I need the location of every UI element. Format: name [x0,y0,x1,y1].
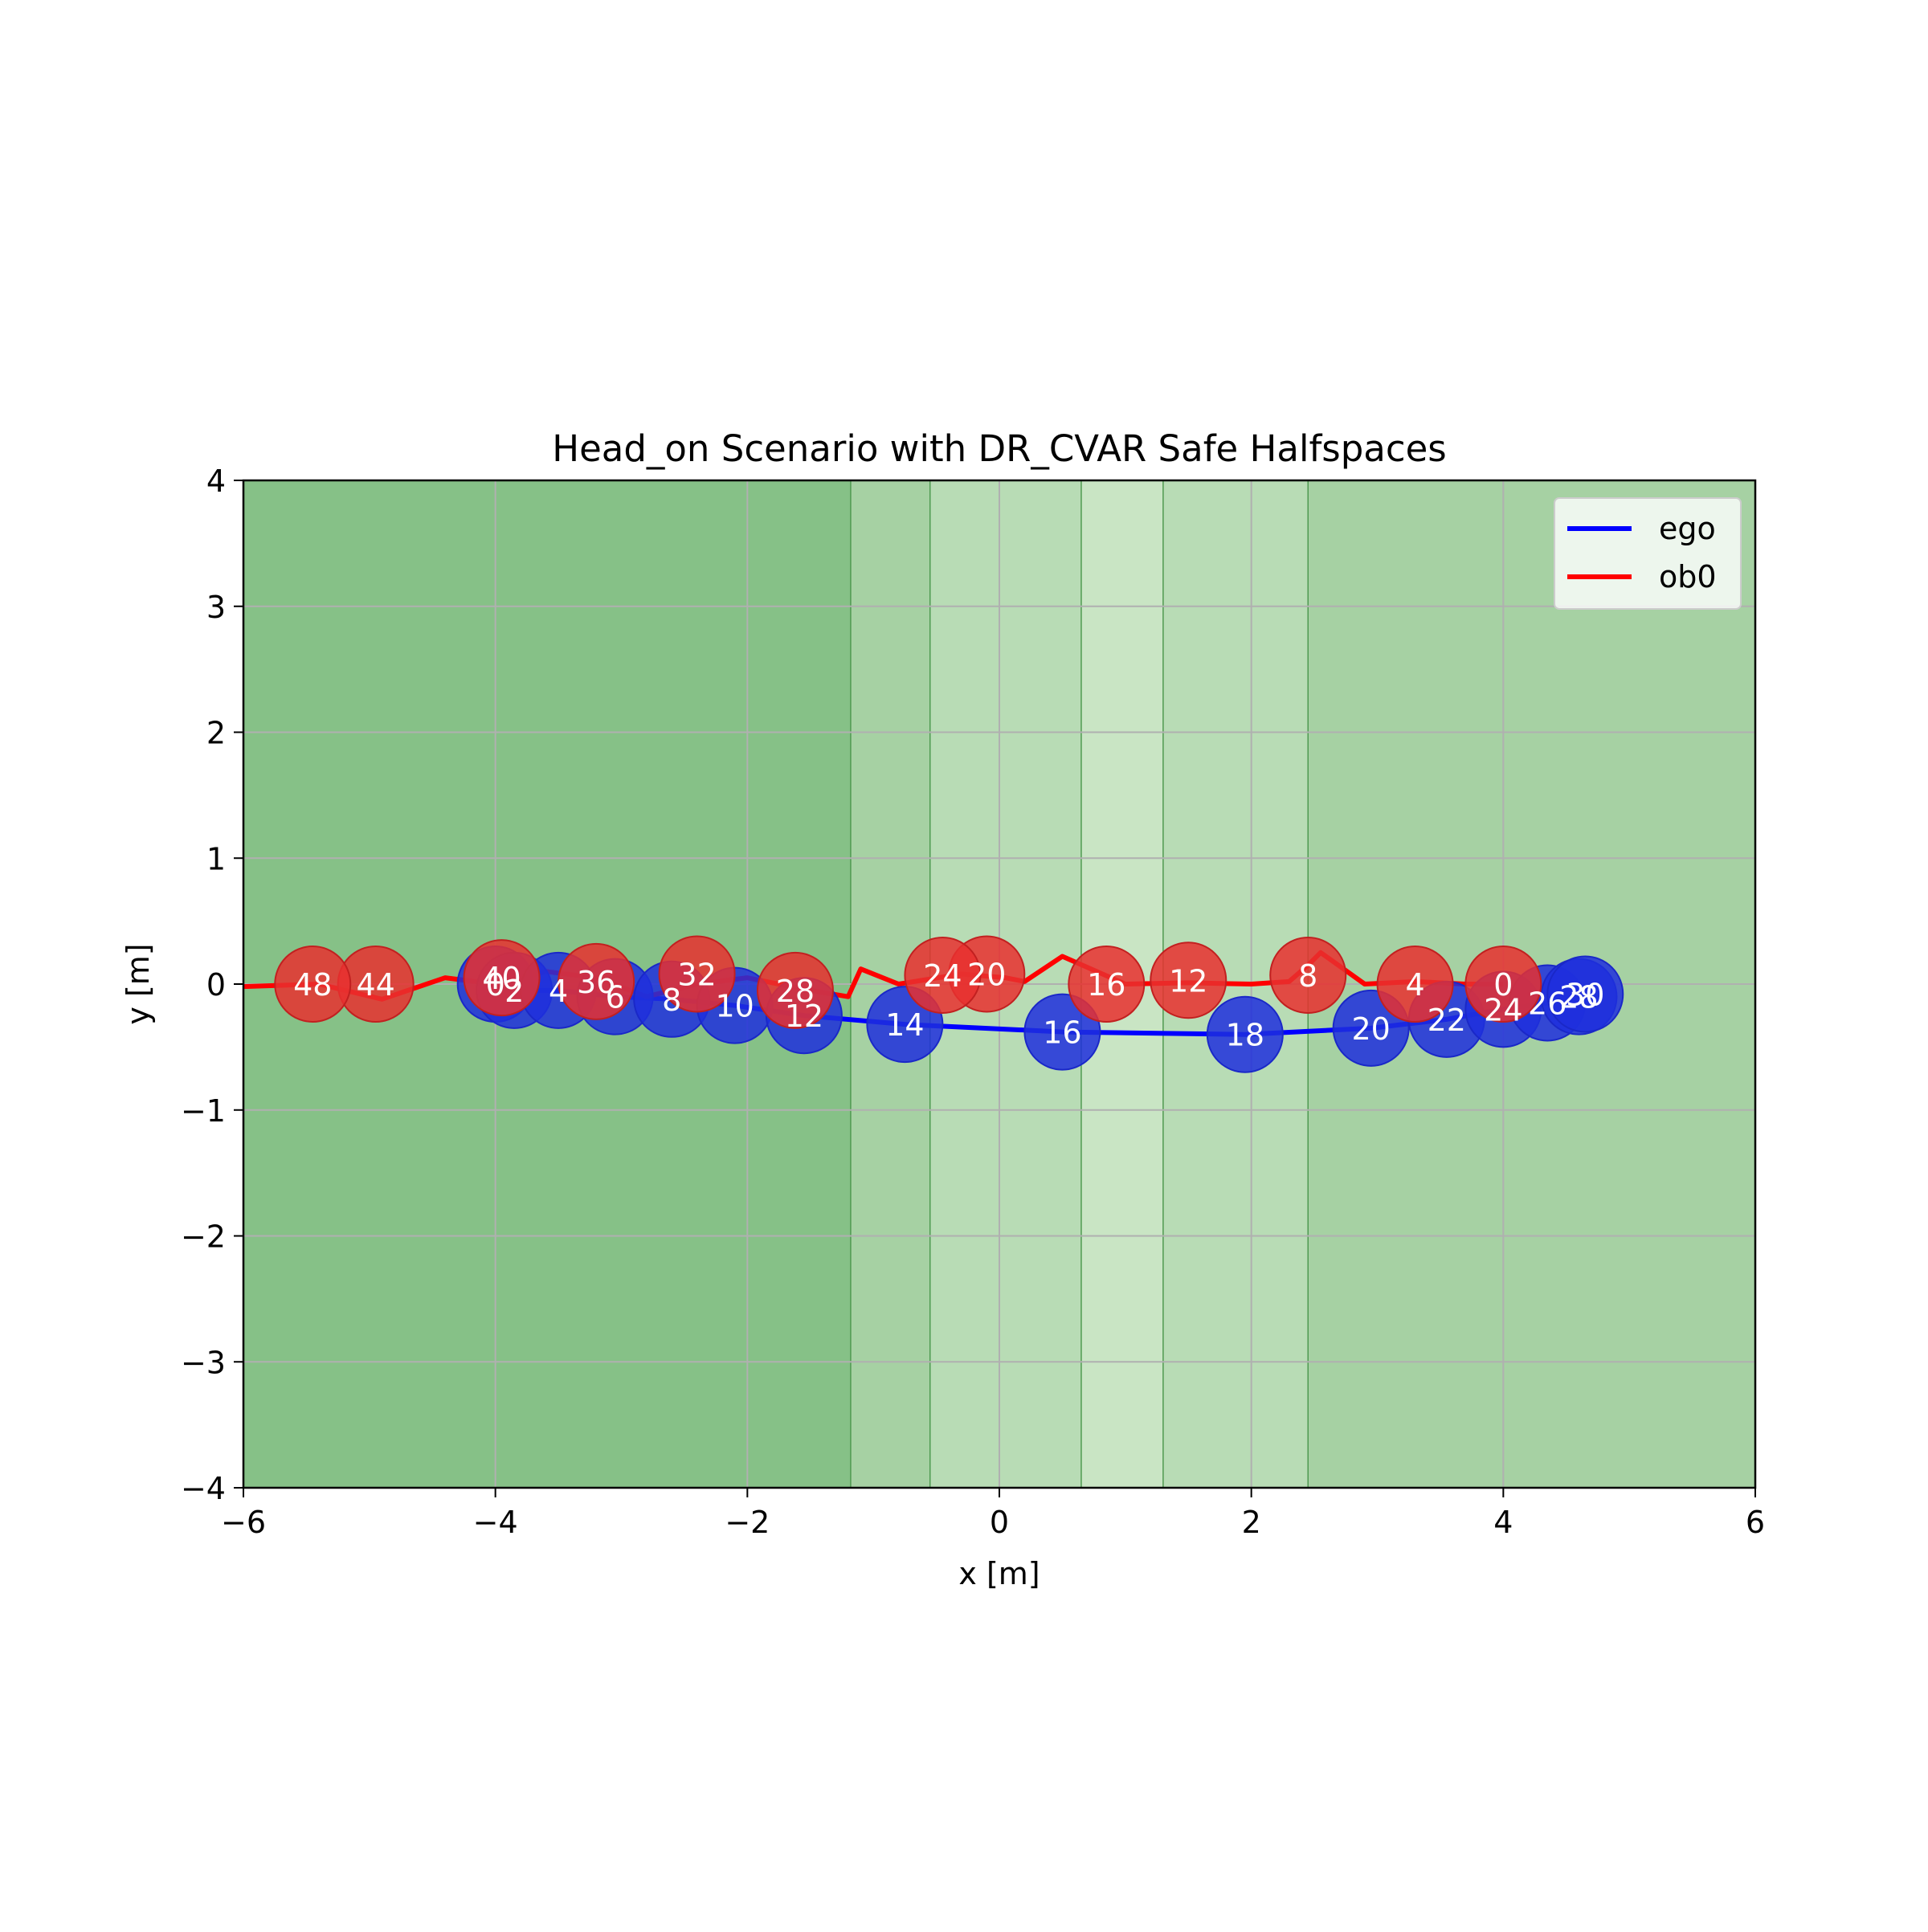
ego-marker-label-14: 28 [1559,980,1598,1015]
legend-label-ob0: ob0 [1659,559,1717,594]
ob0-marker-10 [463,939,541,1017]
x-tick-label-3: 0 [990,1505,1009,1540]
ob0-marker-1 [1376,946,1454,1023]
ego-marker-label-2: 4 [549,974,568,1009]
legend-label-ego: ego [1659,511,1716,546]
ego-marker-label-7: 14 [885,1007,924,1043]
ego-marker-label-0: 0 [486,967,505,1003]
ego-marker-label-3: 6 [606,980,625,1015]
ob0-marker-label-10: 40 [482,961,521,996]
ob0-marker-12 [274,946,352,1023]
ego-marker-label-13: 26 [1528,986,1566,1022]
y-tick-label-2: −2 [181,1219,226,1255]
ob0-marker-label-5: 20 [967,957,1006,992]
ego-marker-label-5: 10 [715,989,754,1024]
ob0-marker-label-8: 32 [677,957,716,992]
ob0-marker-2 [1269,937,1347,1015]
ego-marker-label-10: 20 [1351,1011,1390,1047]
ob0-marker-label-0: 0 [1493,967,1513,1003]
ego-marker-label-12: 24 [1484,992,1522,1027]
x-tick-label-0: −6 [221,1505,266,1540]
ob0-marker-9 [558,942,635,1020]
ego-marker-9 [1206,995,1284,1073]
y-tick-label-4: 0 [206,967,226,1003]
ob0-marker-label-6: 24 [923,958,962,994]
ob0-marker-8 [658,935,736,1013]
ob0-marker-label-12: 48 [293,967,332,1003]
ob0-marker-4 [1068,946,1146,1023]
ego-marker-label-4: 8 [662,982,681,1018]
ob0-marker-7 [756,951,834,1029]
y-tick-label-6: 2 [206,716,226,751]
markers: 0 2 4 6 8 10 12 14 16 18 20 22 24 2628300481216202428… [274,935,1624,1073]
ego-marker-label-8: 16 [1043,1015,1081,1051]
x-tick-label-6: 6 [1746,1505,1765,1540]
y-tick-label-5: 1 [206,841,226,876]
ob0-marker-3 [1150,941,1227,1019]
x-tick-label-2: −2 [725,1505,770,1540]
ob0-marker-label-9: 36 [577,965,615,1000]
y-tick-label-0: −4 [181,1471,226,1506]
y-tick-label-7: 3 [206,590,226,625]
y-tick-label-1: −3 [181,1345,226,1380]
ob0-marker-0 [1464,946,1542,1023]
ego-marker-label-15: 30 [1566,978,1604,1013]
chart-title: Head_on Scenario with DR_CVAR Safe Halfs… [552,427,1447,470]
ob0-marker-6 [904,937,982,1015]
x-axis-label: x [m] [958,1556,1040,1591]
ob0-marker-label-3: 12 [1169,963,1207,999]
x-tick-label-4: 2 [1242,1505,1261,1540]
y-axis-label: y [m] [120,943,156,1024]
x-tick-label-1: −4 [473,1505,518,1540]
y-tick-label-8: 4 [206,464,226,499]
ob0-marker-label-4: 16 [1087,967,1125,1003]
y-tick-label-3: −1 [181,1093,226,1129]
x-tick-label-5: 4 [1493,1505,1513,1540]
ob0-marker-label-11: 44 [356,967,394,1003]
ego-marker-label-1: 2 [504,974,524,1009]
ego-marker-label-11: 22 [1428,1003,1466,1038]
legend: ego ob0 [1554,497,1742,610]
ob0-marker-label-7: 28 [776,974,815,1009]
ego-marker-label-9: 18 [1226,1018,1264,1053]
ego-marker-label-6: 12 [785,999,823,1034]
ob0-marker-label-1: 4 [1405,967,1424,1003]
legend-box [1554,497,1742,610]
ego-marker-15 [1546,955,1624,1033]
ob0-marker-label-2: 8 [1298,958,1317,994]
